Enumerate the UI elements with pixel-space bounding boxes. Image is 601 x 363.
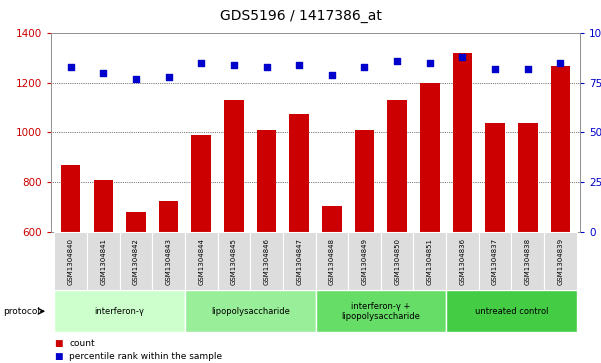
Text: percentile rank within the sample: percentile rank within the sample — [69, 352, 222, 361]
Bar — [446, 290, 577, 332]
Bar — [446, 232, 479, 290]
Point — [392, 58, 402, 64]
Point — [294, 62, 304, 68]
Bar — [120, 232, 152, 290]
Point — [457, 54, 467, 60]
Text: interferon-γ +
lipopolysaccharide: interferon-γ + lipopolysaccharide — [341, 302, 420, 321]
Text: interferon-γ: interferon-γ — [95, 307, 145, 316]
Point — [99, 70, 108, 76]
Point — [229, 62, 239, 68]
Bar — [126, 212, 146, 232]
Bar — [185, 232, 218, 290]
Text: untreated control: untreated control — [475, 307, 548, 316]
Bar — [544, 232, 577, 290]
Text: GSM1304847: GSM1304847 — [296, 238, 302, 285]
Text: GSM1304845: GSM1304845 — [231, 238, 237, 285]
Text: GDS5196 / 1417386_at: GDS5196 / 1417386_at — [219, 9, 382, 23]
Point — [327, 72, 337, 77]
Text: GSM1304846: GSM1304846 — [264, 238, 270, 285]
Bar — [381, 232, 413, 290]
Bar — [290, 114, 309, 232]
Bar — [87, 232, 120, 290]
Point — [359, 64, 369, 70]
Bar — [511, 232, 544, 290]
Text: GSM1304851: GSM1304851 — [427, 238, 433, 285]
Text: ■: ■ — [54, 339, 63, 347]
Point — [555, 60, 565, 65]
Bar — [257, 130, 276, 232]
Text: GSM1304837: GSM1304837 — [492, 238, 498, 285]
Bar — [316, 232, 348, 290]
Bar — [61, 165, 81, 232]
Bar — [355, 130, 374, 232]
Bar — [420, 82, 439, 232]
Bar — [453, 53, 472, 232]
Bar — [479, 232, 511, 290]
Bar — [152, 232, 185, 290]
Text: GSM1304842: GSM1304842 — [133, 238, 139, 285]
Bar — [316, 290, 446, 332]
Point — [197, 60, 206, 65]
Text: ■: ■ — [54, 352, 63, 361]
Point — [66, 64, 76, 70]
Text: GSM1304839: GSM1304839 — [557, 238, 563, 285]
Text: GSM1304836: GSM1304836 — [459, 238, 465, 285]
Bar — [192, 135, 211, 232]
Bar — [485, 122, 505, 232]
Bar — [413, 232, 446, 290]
Point — [262, 64, 272, 70]
Bar — [94, 180, 113, 232]
Point — [131, 76, 141, 82]
Bar — [54, 232, 87, 290]
Text: GSM1304840: GSM1304840 — [68, 238, 74, 285]
Text: count: count — [69, 339, 95, 347]
Point — [490, 66, 500, 72]
Bar — [322, 206, 341, 232]
Bar — [283, 232, 316, 290]
Text: protocol: protocol — [3, 307, 40, 316]
Bar — [185, 290, 316, 332]
Text: lipopolysaccharide: lipopolysaccharide — [211, 307, 290, 316]
Text: GSM1304841: GSM1304841 — [100, 238, 106, 285]
Text: GSM1304838: GSM1304838 — [525, 238, 531, 285]
Point — [425, 60, 435, 65]
Bar — [348, 232, 381, 290]
Text: GSM1304844: GSM1304844 — [198, 238, 204, 285]
Bar — [54, 290, 185, 332]
Point — [164, 74, 174, 79]
Text: GSM1304850: GSM1304850 — [394, 238, 400, 285]
Bar — [388, 100, 407, 232]
Bar — [224, 100, 243, 232]
Bar — [218, 232, 250, 290]
Text: GSM1304849: GSM1304849 — [361, 238, 367, 285]
Bar — [159, 201, 178, 232]
Text: GSM1304848: GSM1304848 — [329, 238, 335, 285]
Point — [523, 66, 532, 72]
Text: GSM1304843: GSM1304843 — [166, 238, 172, 285]
Bar — [551, 66, 570, 232]
Bar — [250, 232, 283, 290]
Bar — [518, 122, 537, 232]
